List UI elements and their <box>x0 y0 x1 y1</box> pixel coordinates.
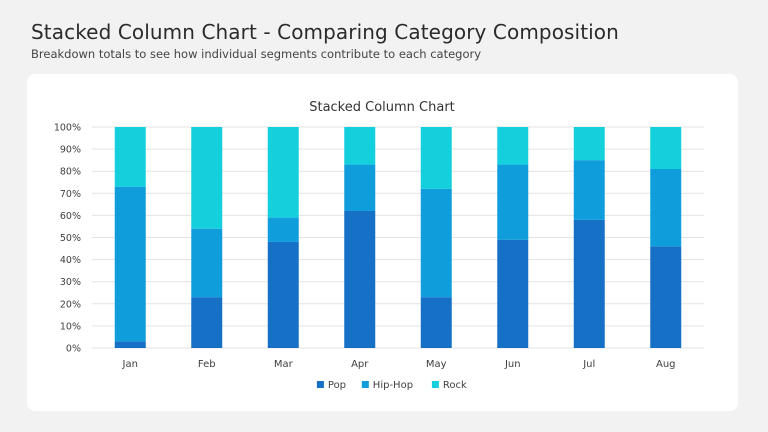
legend-swatch-hip-hop <box>361 381 369 388</box>
bar-segment-rock <box>344 127 376 165</box>
x-tick-label: Apr <box>351 359 369 370</box>
x-axis-ticks: Jan Feb Mar Apr May Jun Jul Aug <box>122 359 676 370</box>
bar-segment-pop <box>114 341 146 348</box>
x-tick-label: May <box>426 359 447 370</box>
bar-segment-rock <box>114 127 146 187</box>
bar-segment-rock <box>650 127 682 169</box>
bar-segment-pop <box>650 246 682 348</box>
bar-segment-pop <box>573 219 605 348</box>
chart-card: Stacked Column Chart 0% 10% 20% 30% 40% 50% 60… <box>27 74 738 411</box>
bar-segment-hip-hop <box>573 160 605 220</box>
legend-label-rock[interactable]: Rock <box>443 380 467 391</box>
bar-segment-hip-hop <box>497 164 529 240</box>
bar-segment-pop <box>344 210 376 348</box>
legend-label-pop[interactable]: Pop <box>328 380 346 391</box>
page-title: Stacked Column Chart - Comparing Categor… <box>31 20 619 44</box>
bar-segment-hip-hop <box>344 164 376 211</box>
legend-label-hip-hop[interactable]: Hip-Hop <box>373 380 413 391</box>
y-tick-label: 60% <box>60 211 81 222</box>
bar-segment-rock <box>497 127 529 165</box>
y-tick-label: 0% <box>66 344 81 355</box>
bar-segment-hip-hop <box>420 188 452 298</box>
stacked-column-chart: Stacked Column Chart 0% 10% 20% 30% 40% 50% 60… <box>54 100 704 391</box>
x-tick-label: Feb <box>198 359 216 370</box>
bar-segment-pop <box>497 239 529 348</box>
legend[interactable]: Pop Hip-Hop Rock <box>316 380 467 391</box>
bars <box>114 127 682 348</box>
y-tick-label: 20% <box>60 299 81 310</box>
bar-segment-pop <box>267 241 299 348</box>
y-tick-label: 40% <box>60 255 81 266</box>
bar-segment-rock <box>420 127 452 189</box>
bar-segment-hip-hop <box>267 217 299 242</box>
bar-segment-rock <box>191 127 223 229</box>
gridlines <box>92 126 704 349</box>
x-tick-label: Aug <box>656 359 676 370</box>
y-axis-ticks: 0% 10% 20% 30% 40% 50% 60% 70% 80% 90% 100% <box>54 123 81 355</box>
bar-segment-hip-hop <box>191 228 223 298</box>
bar-segment-pop <box>420 297 452 348</box>
x-tick-label: Jul <box>582 359 595 370</box>
y-tick-label: 30% <box>60 277 81 288</box>
y-tick-label: 70% <box>60 189 81 200</box>
chart-title: Stacked Column Chart <box>309 100 455 115</box>
page-subtitle: Breakdown totals to see how individual s… <box>31 47 482 61</box>
bar-segment-rock <box>573 127 605 161</box>
x-tick-label: Jun <box>504 359 521 370</box>
y-tick-label: 10% <box>60 321 81 332</box>
legend-swatch-pop <box>316 381 324 388</box>
legend-swatch-rock <box>431 381 439 388</box>
x-tick-label: Mar <box>274 359 294 370</box>
y-tick-label: 90% <box>60 145 81 156</box>
y-tick-label: 50% <box>60 233 81 244</box>
x-tick-label: Jan <box>122 359 138 370</box>
bar-segment-rock <box>267 127 299 218</box>
bar-segment-hip-hop <box>650 168 682 247</box>
y-tick-label: 80% <box>60 167 81 178</box>
bar-segment-pop <box>191 297 223 348</box>
bar-segment-hip-hop <box>114 186 146 342</box>
y-tick-label: 100% <box>54 123 81 134</box>
